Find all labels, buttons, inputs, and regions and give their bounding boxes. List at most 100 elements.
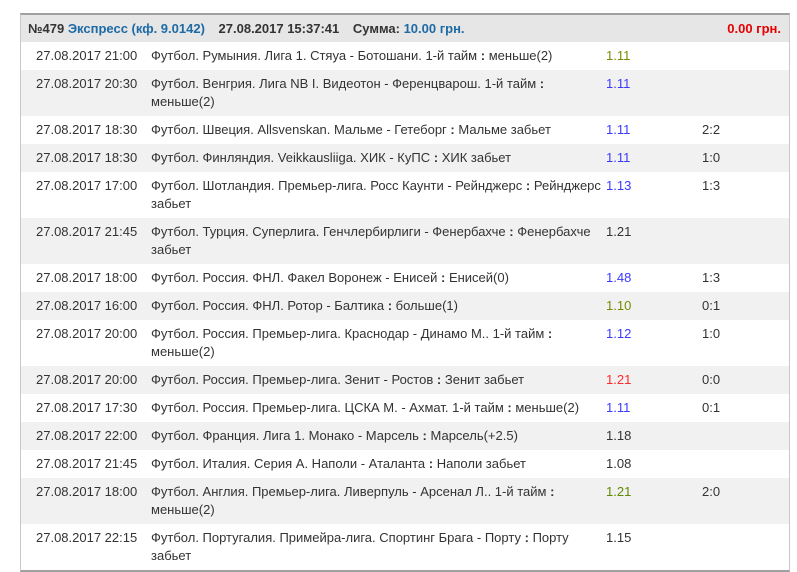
event-date: 27.08.2017 21:45 <box>36 456 138 471</box>
bet-choice: Наполи забьет <box>436 456 526 471</box>
separator: : <box>436 372 442 387</box>
bet-row: 27.08.2017 22:15 Футбол. Португалия. Прим… <box>21 524 789 570</box>
event-description: Футбол. Португалия. Примейра-лига. Спорт… <box>151 529 606 565</box>
score: 1:0 <box>702 326 721 341</box>
event-description: Футбол. Швеция. Allsvenskan. Мальме - Ге… <box>151 121 606 139</box>
event-date: 27.08.2017 20:00 <box>36 372 138 387</box>
bet-row: 27.08.2017 18:30 Футбол. Финляндия. Veikk… <box>21 144 789 172</box>
event-date: 27.08.2017 18:00 <box>36 270 138 285</box>
event-name: Футбол. Финляндия. Veikkausliiga. ХИК - … <box>151 150 431 165</box>
event-date: 27.08.2017 21:00 <box>36 48 138 63</box>
event-name: Футбол. Португалия. Примейра-лига. Спорт… <box>151 530 521 545</box>
separator: : <box>524 530 529 545</box>
event-description: Футбол. Россия. ФНЛ. Факел Воронеж - Ени… <box>151 269 606 287</box>
separator: : <box>422 428 427 443</box>
bet-choice: Зенит забьет <box>444 372 525 387</box>
event-date: 27.08.2017 18:30 <box>36 122 138 137</box>
event-name: Футбол. Россия. Премьер-лига. Зенит - Ро… <box>151 372 434 387</box>
event-date: 27.08.2017 18:00 <box>36 484 138 499</box>
odds: 1.08 <box>606 456 632 471</box>
bet-row: 27.08.2017 18:30 Футбол. Швеция. Allsvens… <box>21 116 789 144</box>
bet-choice: Фенербахче забьет <box>151 224 591 257</box>
score: 2:2 <box>702 122 721 137</box>
event-date: 27.08.2017 18:30 <box>36 150 138 165</box>
sum-label: Сумма: <box>352 21 400 36</box>
score: 0:1 <box>702 400 721 415</box>
bet-row: 27.08.2017 21:45 Футбол. Турция. Суперлиг… <box>21 218 789 264</box>
bet-row: 27.08.2017 17:30 Футбол. Россия. Премьер-… <box>21 394 789 422</box>
bet-choice: меньше(2) <box>515 400 580 415</box>
event-name: Футбол. Россия. ФНЛ. Ротор - Балтика <box>151 298 385 313</box>
separator: : <box>550 484 555 499</box>
separator: : <box>507 400 512 415</box>
event-description: Футбол. Россия. Премьер-лига. Зенит - Ро… <box>151 371 606 389</box>
bet-row: 27.08.2017 21:00 Футбол. Румыния. Лига 1.… <box>21 42 789 70</box>
event-name: Футбол. Россия. Премьер-лига. ЦСКА М. - … <box>151 400 504 415</box>
event-date: 27.08.2017 17:00 <box>36 178 138 193</box>
event-description: Футбол. Шотландия. Премьер-лига. Росс Ка… <box>151 177 606 213</box>
bet-choice: Енисей(0) <box>448 270 509 285</box>
event-name: Футбол. Россия. ФНЛ. Факел Воронеж - Ени… <box>151 270 438 285</box>
odds: 1.11 <box>606 150 631 165</box>
separator: : <box>450 122 455 137</box>
odds: 1.12 <box>606 326 632 341</box>
odds: 1.13 <box>606 178 632 193</box>
bet-choice: Рейнджерс забьет <box>151 178 601 211</box>
coupon-type-link[interactable]: Экспресс (кф. 9.0142) <box>67 21 205 36</box>
separator: : <box>387 298 393 313</box>
odds: 1.11 <box>606 400 631 415</box>
score: 1:3 <box>702 178 721 193</box>
separator: : <box>539 76 545 91</box>
odds: 1.15 <box>606 530 632 545</box>
bet-row: 27.08.2017 22:00 Футбол. Франция. Лига 1.… <box>21 422 789 450</box>
score: 2:0 <box>702 484 721 499</box>
bet-choice: меньше(2) <box>151 344 215 359</box>
bet-row: 27.08.2017 18:00 Футбол. Англия. Премьер-… <box>21 478 789 524</box>
event-date: 27.08.2017 22:00 <box>36 428 138 443</box>
bet-choice: меньше(2) <box>151 502 215 517</box>
bet-row: 27.08.2017 16:00 Футбол. Россия. ФНЛ. Рот… <box>21 292 789 320</box>
bet-row: 27.08.2017 17:00 Футбол. Шотландия. Премь… <box>21 172 789 218</box>
odds: 1.11 <box>606 122 631 137</box>
event-description: Футбол. Румыния. Лига 1. Стяуа - Ботошан… <box>151 47 606 65</box>
event-date: 27.08.2017 21:45 <box>36 224 138 239</box>
event-description: Футбол. Англия. Премьер-лига. Ливерпуль … <box>151 483 606 519</box>
sum-value: 10.00 грн. <box>403 21 465 36</box>
odds: 1.21 <box>606 484 632 499</box>
score: 0:0 <box>702 372 721 387</box>
score: 0:1 <box>702 298 721 313</box>
event-description: Футбол. Россия. ФНЛ. Ротор - Балтика : б… <box>151 297 606 315</box>
event-description: Футбол. Венгрия. Лига NB I. Видеотон - Ф… <box>151 75 606 111</box>
bet-choice: меньше(2) <box>488 48 553 63</box>
bet-choice: Марсель(+2.5) <box>430 428 518 443</box>
bet-choice: Мальме забьет <box>458 122 551 137</box>
event-description: Футбол. Россия. Премьер-лига. Краснодар … <box>151 325 606 361</box>
bet-coupon: №479 Экспресс (кф. 9.0142) 27.08.2017 15… <box>20 13 790 572</box>
payout-value: 0.00 грн. <box>727 21 781 36</box>
separator: : <box>525 178 531 193</box>
coupon-datetime: 27.08.2017 15:37:41 <box>218 21 340 36</box>
event-name: Футбол. Румыния. Лига 1. Стяуа - Ботошан… <box>151 48 478 63</box>
bet-row: 27.08.2017 20:00 Футбол. Россия. Премьер-… <box>21 320 789 366</box>
event-description: Футбол. Италия. Серия А. Наполи - Аталан… <box>151 455 606 473</box>
score: 1:3 <box>702 270 721 285</box>
bet-choice: меньше(2) <box>151 94 215 109</box>
event-name: Футбол. Турция. Суперлига. Генчлербирлиг… <box>151 224 506 239</box>
event-name: Футбол. Шотландия. Премьер-лига. Росс Ка… <box>151 178 523 193</box>
event-name: Футбол. Россия. Премьер-лига. Краснодар … <box>151 326 545 341</box>
event-date: 27.08.2017 20:00 <box>36 326 138 341</box>
bet-row: 27.08.2017 20:00 Футбол. Россия. Премьер-… <box>21 366 789 394</box>
odds: 1.10 <box>606 298 632 313</box>
separator: : <box>547 326 553 341</box>
bet-choice: ХИК забьет <box>441 150 512 165</box>
event-name: Футбол. Венгрия. Лига NB I. Видеотон - Ф… <box>151 76 537 91</box>
event-name: Футбол. Швеция. Allsvenskan. Мальме - Ге… <box>151 122 447 137</box>
bet-list: 27.08.2017 21:00 Футбол. Румыния. Лига 1.… <box>21 42 789 570</box>
event-description: Футбол. Россия. Премьер-лига. ЦСКА М. - … <box>151 399 606 417</box>
event-name: Футбол. Италия. Серия А. Наполи - Аталан… <box>151 456 426 471</box>
coupon-header: №479 Экспресс (кф. 9.0142) 27.08.2017 15… <box>21 15 789 42</box>
odds: 1.21 <box>606 224 632 239</box>
event-description: Футбол. Турция. Суперлига. Генчлербирлиг… <box>151 223 606 259</box>
event-date: 27.08.2017 22:15 <box>36 530 138 545</box>
odds: 1.21 <box>606 372 632 387</box>
